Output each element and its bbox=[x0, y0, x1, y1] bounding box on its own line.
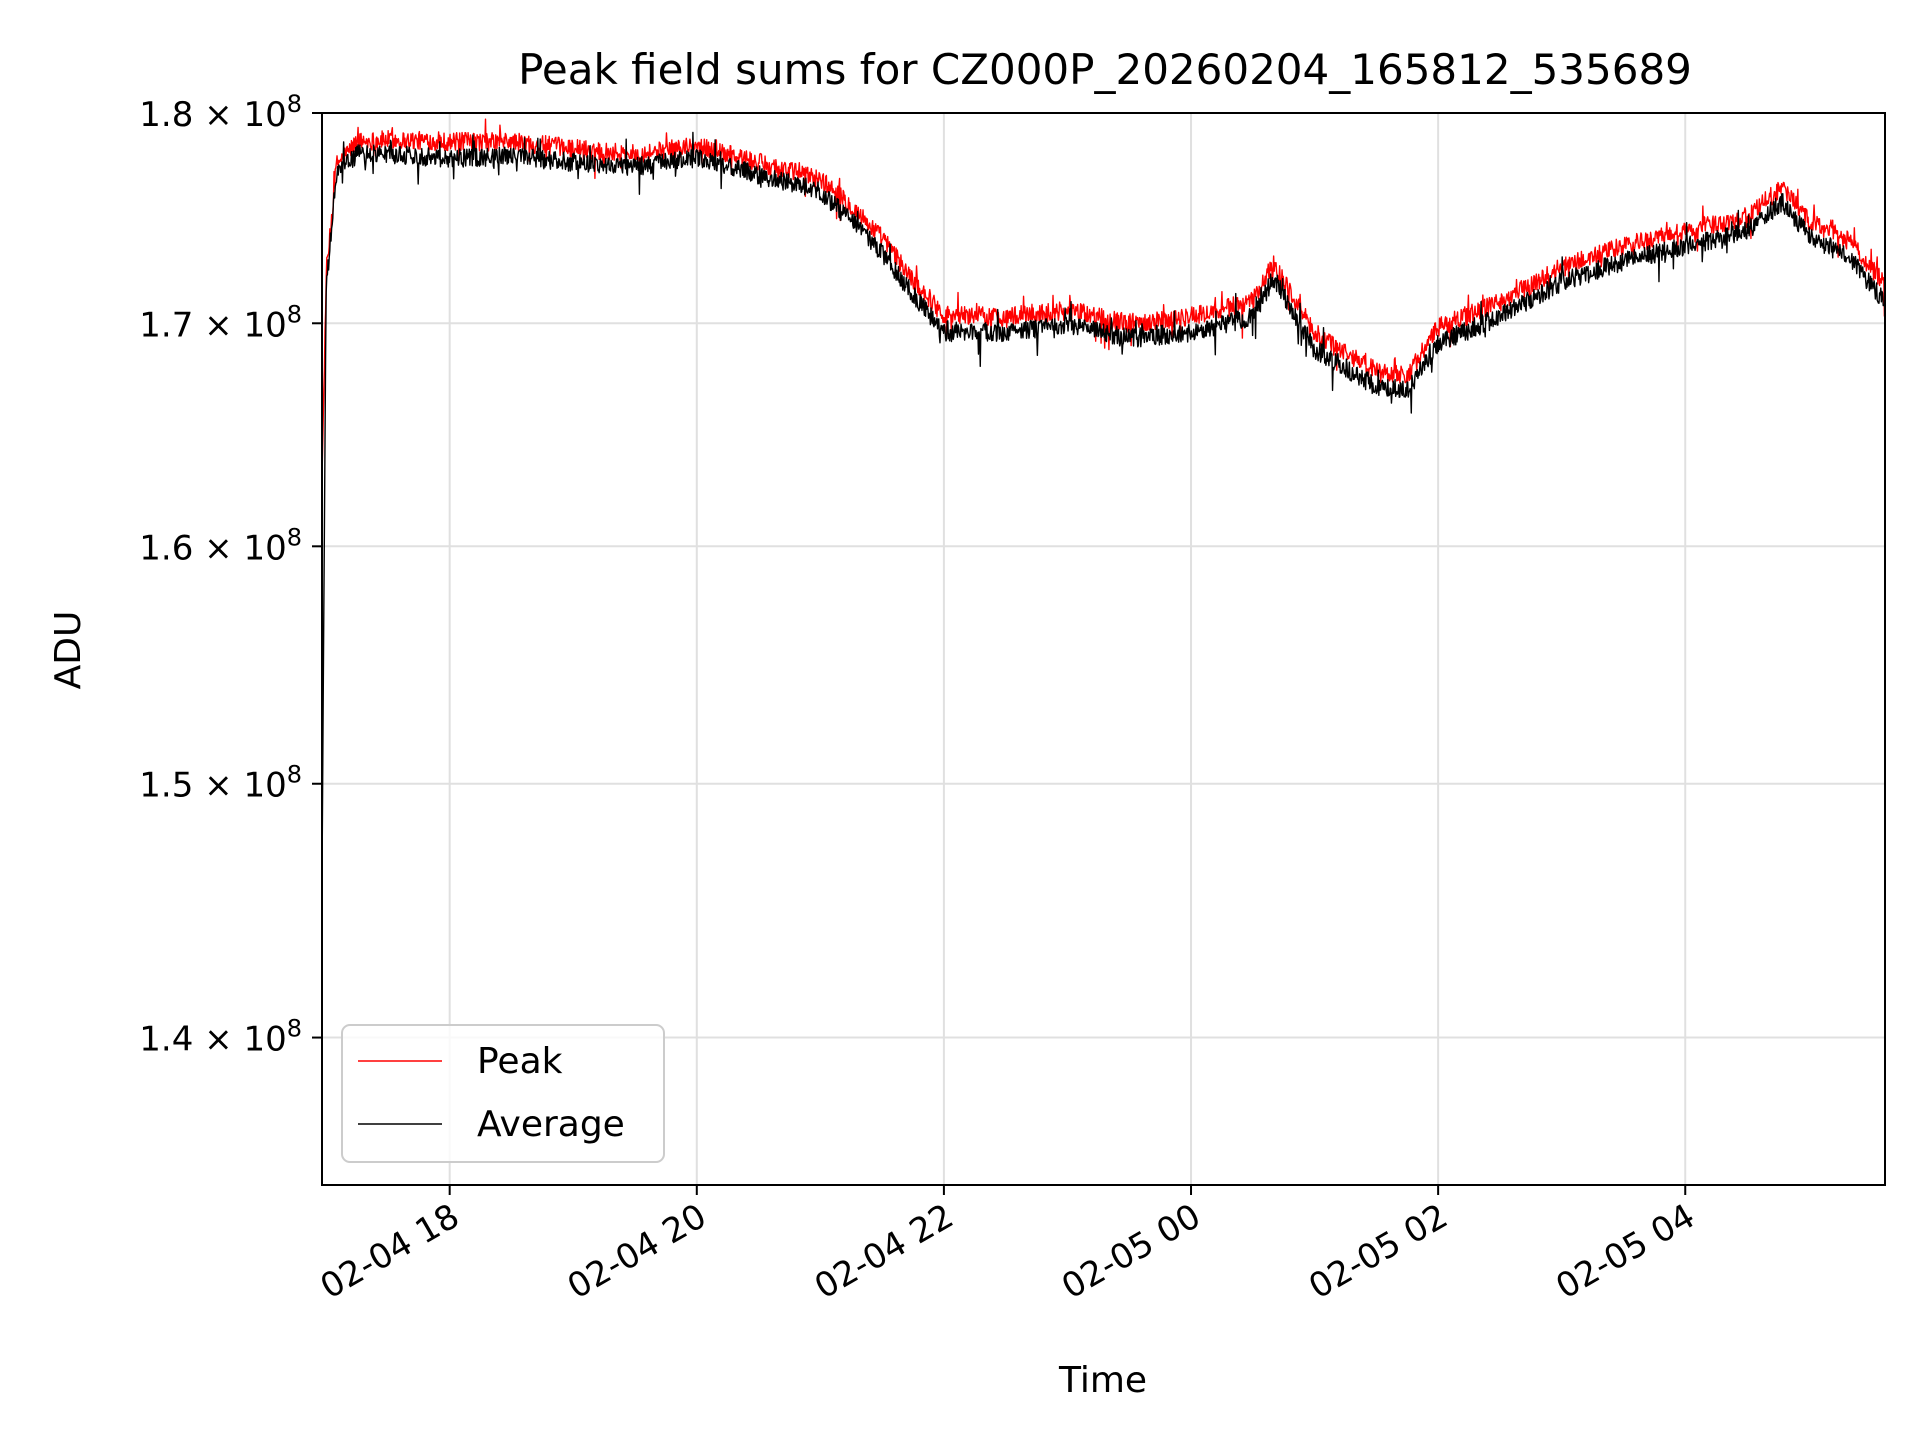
y-tick-label: 1.5 × 108 bbox=[139, 761, 302, 806]
y-tick-base: 10 bbox=[243, 528, 286, 568]
y-tick-mantissa: 1.7 bbox=[139, 305, 193, 345]
y-tick-exponent: 8 bbox=[287, 90, 302, 118]
legend-label-average: Average bbox=[477, 1104, 625, 1145]
y-tick-exponent: 8 bbox=[287, 523, 302, 551]
chart-title: Peak field sums for CZ000P_20260204_1658… bbox=[518, 45, 1692, 94]
series-line-peak bbox=[322, 118, 1885, 478]
y-tick-label: 1.7 × 108 bbox=[139, 300, 302, 345]
y-tick-mantissa: 1.6 bbox=[139, 528, 193, 568]
y-tick-mantissa: 1.5 bbox=[139, 766, 193, 806]
y-tick-label: 1.6 × 108 bbox=[139, 523, 302, 568]
y-axis-label: ADU bbox=[48, 611, 89, 690]
y-tick-exponent: 8 bbox=[287, 761, 302, 789]
legend: Peak Average bbox=[341, 1024, 665, 1163]
y-tick-mantissa: 1.8 bbox=[139, 95, 193, 135]
y-tick-base: 10 bbox=[243, 1020, 286, 1060]
series-layer bbox=[322, 118, 1885, 884]
series-line-average bbox=[322, 131, 1885, 884]
legend-box bbox=[341, 1024, 665, 1163]
legend-label-peak: Peak bbox=[477, 1041, 563, 1082]
y-tick-label: 1.4 × 108 bbox=[139, 1015, 302, 1060]
x-axis-label: Time bbox=[1058, 1360, 1147, 1401]
y-tick-label: 1.8 × 108 bbox=[139, 90, 302, 135]
y-tick-base: 10 bbox=[243, 305, 286, 345]
y-tick-exponent: 8 bbox=[287, 300, 302, 328]
y-tick-base: 10 bbox=[243, 95, 286, 135]
plot-frame bbox=[321, 112, 1886, 1186]
y-tick-base: 10 bbox=[243, 766, 286, 806]
y-axis-ticks: 1.4 × 108 1.5 × 108 1.6 × 108 1.7 × 108 1.8 … bbox=[139, 90, 322, 1060]
y-tick-exponent: 8 bbox=[287, 1015, 302, 1043]
y-tick-mantissa: 1.4 bbox=[139, 1020, 193, 1060]
